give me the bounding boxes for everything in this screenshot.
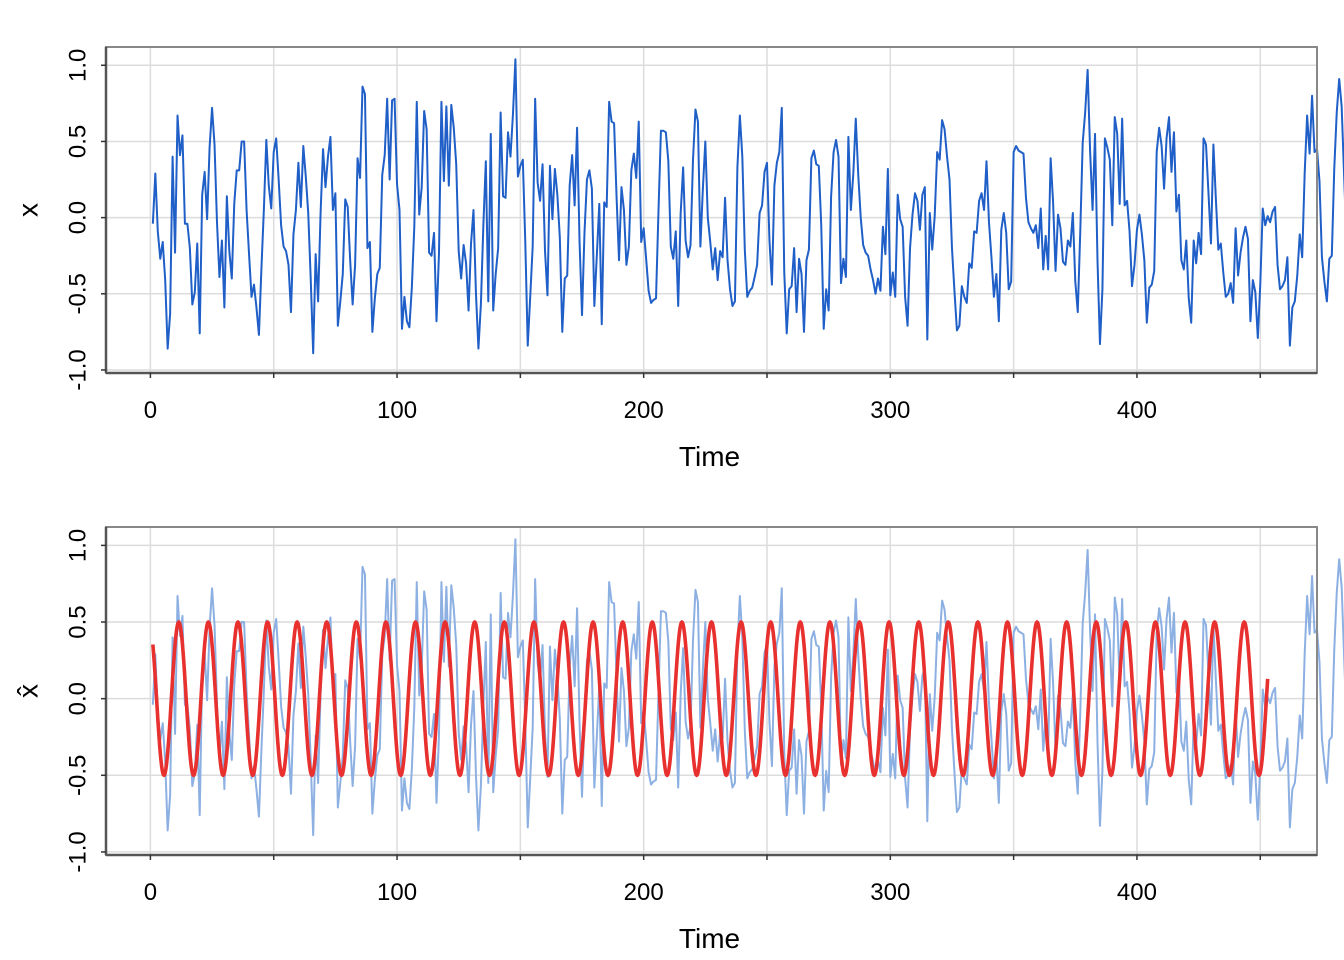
y-tick-label: 1.0 (65, 529, 92, 562)
grid (106, 47, 1317, 373)
x-axis-title: Time (679, 923, 740, 954)
grid (106, 527, 1317, 855)
y-tick-label: -0.5 (65, 755, 92, 796)
y-tick-label: -0.5 (65, 273, 92, 314)
y-tick-label: 0.5 (65, 125, 92, 158)
time-series-line (151, 58, 1344, 355)
y-axis-title: x (13, 203, 44, 217)
top-panel: 0 100 200 300 400 -1.0 -0.5 0.0 0.5 1.0 Time x (13, 46, 1344, 472)
y-tick-label: 0.0 (65, 201, 92, 234)
x-tick-label: 300 (870, 397, 910, 424)
y-tick-label: 0.5 (65, 605, 92, 638)
x-tick-label: 100 (377, 879, 417, 906)
x-tick-label: 400 (1117, 879, 1157, 906)
bottom-panel: 0 100 200 300 400 -1.0 -0.5 0.0 0.5 1.0 Time x̂ (13, 526, 1344, 954)
y-tick-label: 1.0 (65, 49, 92, 82)
fitted-sine-line (151, 620, 1270, 778)
x-tick-label: 0 (144, 879, 157, 906)
y-tick-label: -1.0 (65, 831, 92, 872)
x-axis-title: Time (679, 441, 740, 472)
x-tick-label: 0 (144, 397, 157, 424)
x-tick-label: 200 (624, 397, 664, 424)
y-axis-title: x̂ (13, 684, 44, 698)
plot-frame (105, 46, 1318, 374)
x-tick-label: 200 (624, 879, 664, 906)
x-tick-label: 400 (1117, 397, 1157, 424)
y-tick-label: -1.0 (65, 349, 92, 390)
x-tick-label: 100 (377, 397, 417, 424)
time-series-line (151, 538, 1344, 837)
x-tick-label: 300 (870, 879, 910, 906)
y-tick-label: 0.0 (65, 682, 92, 715)
plot-frame (105, 526, 1318, 856)
